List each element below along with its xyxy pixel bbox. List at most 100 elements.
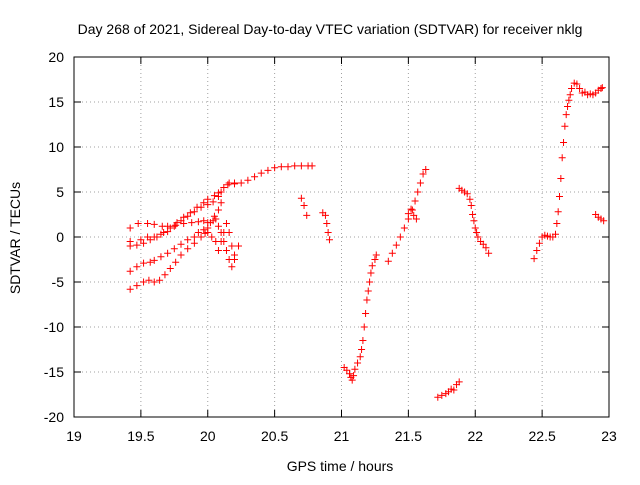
data-point (362, 310, 370, 317)
data-point (157, 253, 165, 261)
data-point (184, 236, 192, 244)
data-point (231, 180, 238, 188)
axis-ticks: 19 19.5 20 20.5 21 21.5 22 22.5 23 -20 -15 -10 -5 0 5 1… (44, 49, 617, 444)
data-point (156, 276, 164, 284)
data-point (367, 269, 375, 277)
data-point (184, 212, 192, 220)
y-tick-label: -15 (44, 364, 64, 380)
data-point (562, 111, 570, 119)
data-point (450, 386, 458, 394)
data-point (560, 139, 568, 146)
data-point (530, 255, 538, 263)
data-point (225, 229, 233, 236)
data-point (161, 271, 169, 279)
data-point (300, 202, 308, 209)
data-point (133, 241, 141, 249)
data-point (200, 226, 208, 234)
data-point (416, 179, 424, 187)
data-point (210, 192, 218, 200)
data-point (197, 233, 205, 241)
data-point (568, 85, 576, 92)
data-point (133, 263, 141, 271)
data-point (308, 162, 316, 170)
data-point (153, 233, 161, 241)
data-point (297, 162, 305, 170)
data-point (271, 164, 279, 172)
x-tick-label: 22 (467, 428, 483, 444)
data-point (576, 85, 584, 92)
data-point (257, 169, 265, 177)
data-point (438, 391, 446, 399)
data-point (470, 217, 478, 225)
x-tick-label: 19.5 (127, 428, 154, 444)
data-point (479, 240, 487, 248)
y-tick-label: 15 (48, 94, 64, 110)
data-point (214, 206, 222, 214)
data-point (554, 208, 562, 216)
data-point (324, 229, 332, 236)
data-point (126, 224, 134, 232)
data-point (220, 184, 228, 191)
data-point (384, 257, 392, 265)
x-tick-label: 20.5 (261, 428, 288, 444)
data-point (140, 259, 148, 267)
data-point (359, 337, 367, 344)
data-point (463, 190, 471, 198)
data-point (190, 239, 198, 247)
data-point (291, 162, 299, 170)
data-point (343, 366, 351, 374)
data-point (194, 218, 202, 226)
series-s12 (455, 184, 493, 257)
data-point (466, 195, 474, 203)
y-tick-label: 0 (56, 229, 64, 245)
data-point (366, 278, 374, 286)
data-point (137, 236, 145, 244)
series-s2 (126, 162, 316, 245)
data-point (237, 179, 245, 187)
data-point (346, 370, 354, 378)
data-point (597, 85, 605, 92)
data-point (204, 224, 212, 232)
data-point (210, 212, 218, 220)
data-point (177, 251, 185, 259)
data-point (323, 220, 331, 227)
series-s3 (126, 179, 238, 250)
data-point (434, 393, 442, 401)
data-point (150, 256, 158, 264)
data-point (222, 220, 230, 227)
x-tick-label: 21.5 (395, 428, 422, 444)
data-point (360, 323, 368, 331)
data-point (214, 247, 222, 254)
data-point (214, 222, 222, 230)
y-tick-label: -10 (44, 319, 64, 335)
data-point (166, 224, 174, 232)
y-axis-label: SDTVAR / TECUs (7, 182, 23, 294)
data-point (170, 245, 178, 253)
data-point (410, 211, 418, 219)
data-point (404, 210, 412, 218)
data-point (598, 84, 606, 92)
data-point (564, 103, 572, 110)
data-point (561, 122, 569, 130)
data-point (392, 241, 400, 249)
data-point (400, 224, 408, 232)
data-point (180, 213, 188, 221)
data-point (303, 211, 311, 219)
data-point (126, 242, 134, 250)
data-point (556, 193, 564, 200)
data-point (140, 278, 148, 286)
data-point (482, 244, 490, 252)
series-s4 (126, 220, 243, 275)
data-point (244, 176, 252, 184)
x-tick-label: 23 (601, 428, 617, 444)
data-point (150, 278, 158, 286)
data-point (228, 242, 236, 250)
series-s5 (126, 199, 225, 293)
data-point (186, 209, 194, 217)
series-s7 (319, 209, 333, 244)
data-point (133, 282, 141, 290)
data-point (419, 170, 427, 178)
data-point (356, 353, 364, 361)
data-point (485, 249, 493, 257)
